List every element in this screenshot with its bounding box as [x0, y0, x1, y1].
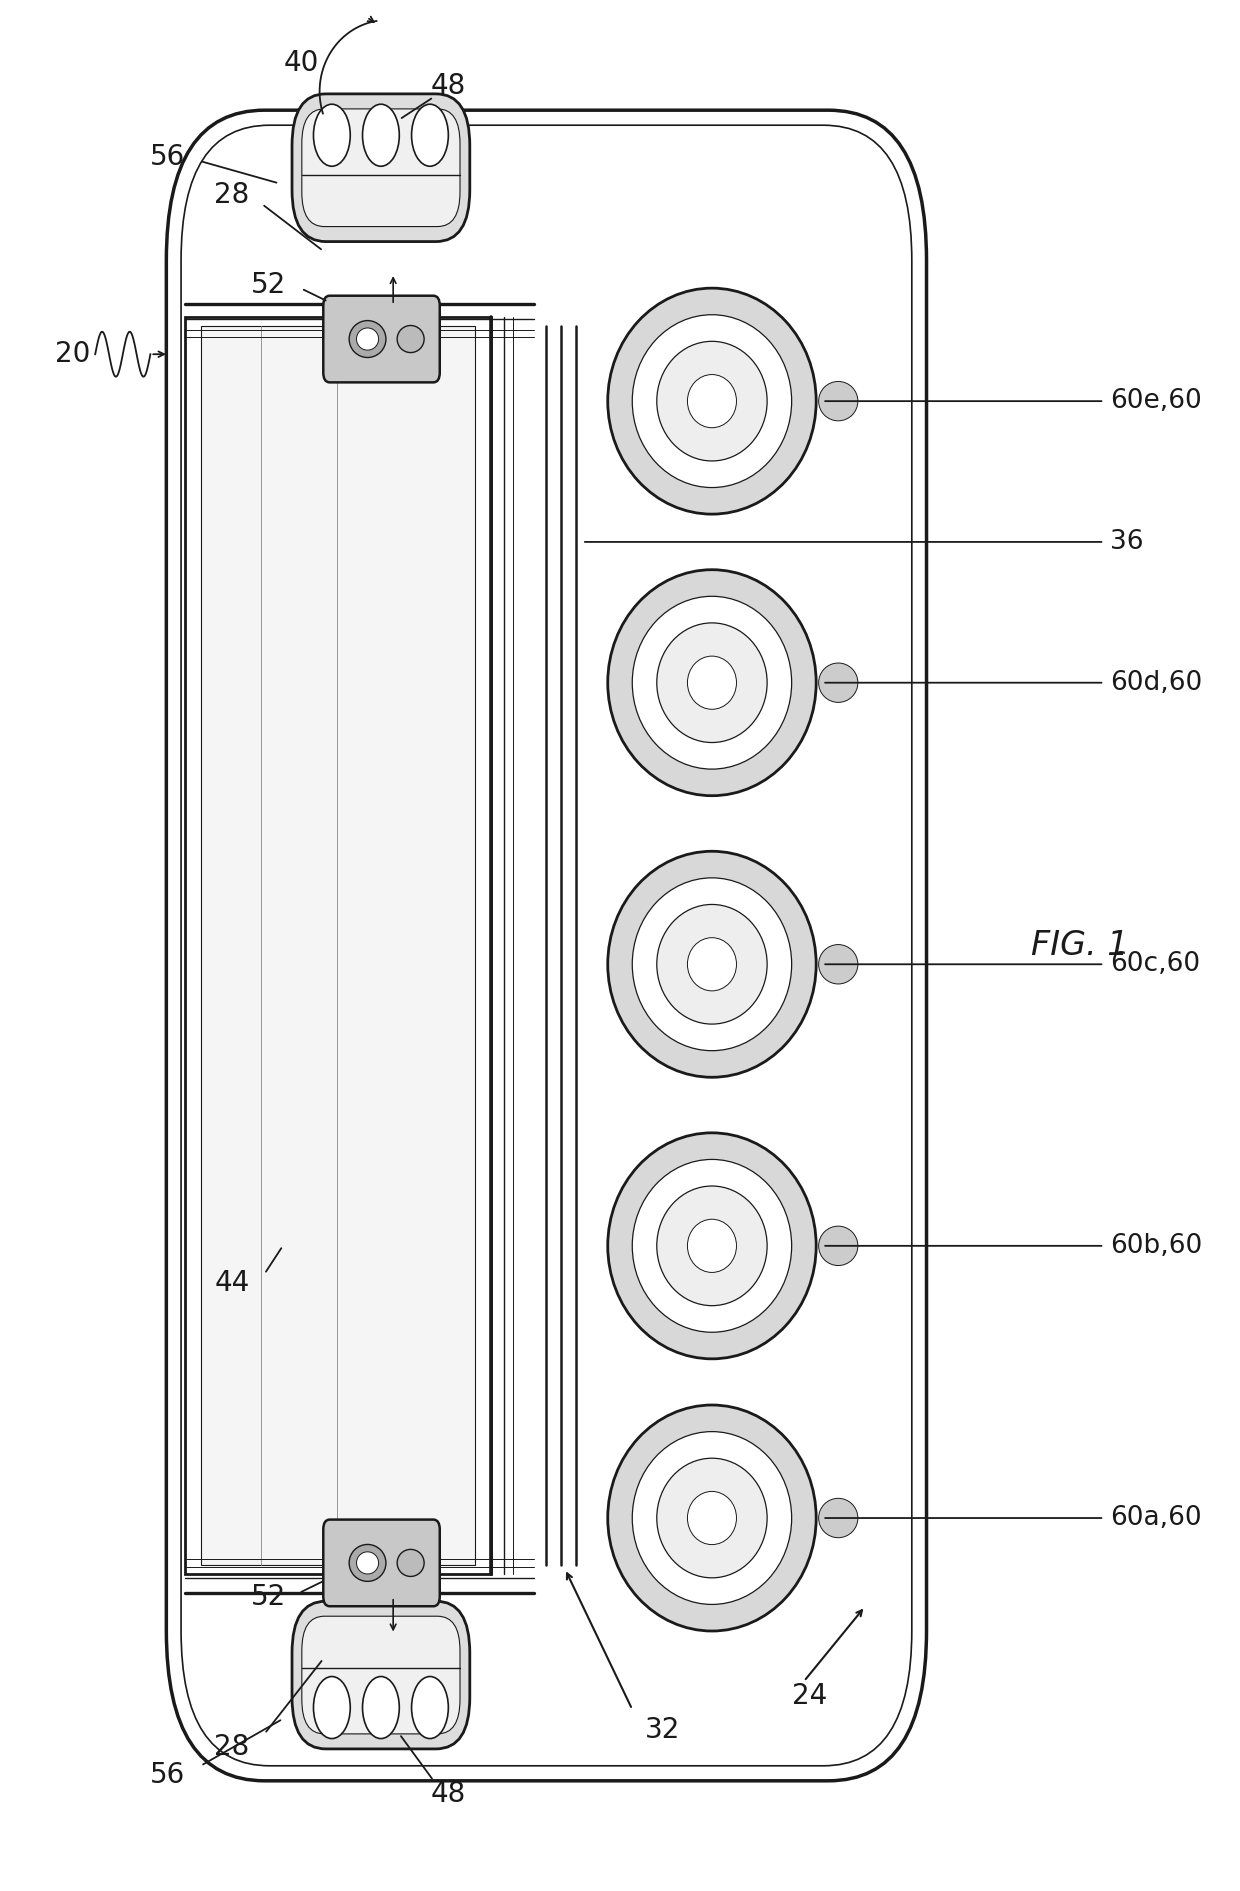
Ellipse shape [687, 1220, 737, 1273]
Text: 32: 32 [645, 1717, 680, 1744]
Bar [201, 325, 475, 1566]
FancyBboxPatch shape [166, 110, 926, 1781]
Text: 60c,60: 60c,60 [1111, 951, 1200, 978]
Ellipse shape [632, 877, 791, 1051]
Ellipse shape [687, 938, 737, 991]
Ellipse shape [818, 946, 858, 983]
Ellipse shape [608, 1405, 816, 1632]
Ellipse shape [350, 1545, 386, 1581]
Text: 60d,60: 60d,60 [1111, 669, 1203, 696]
Text: 48: 48 [430, 1779, 466, 1808]
Text: 44: 44 [215, 1269, 249, 1297]
Text: 60e,60: 60e,60 [1111, 388, 1203, 414]
Ellipse shape [397, 325, 424, 352]
Text: 40: 40 [284, 49, 319, 78]
FancyBboxPatch shape [324, 295, 440, 382]
Ellipse shape [608, 1133, 816, 1360]
Ellipse shape [314, 1677, 350, 1738]
Text: 24: 24 [791, 1683, 827, 1709]
Ellipse shape [357, 1553, 378, 1573]
Ellipse shape [632, 1159, 791, 1333]
Text: 60a,60: 60a,60 [1111, 1505, 1202, 1532]
Text: 52: 52 [252, 1583, 286, 1611]
Ellipse shape [362, 1677, 399, 1738]
Ellipse shape [632, 1431, 791, 1604]
Text: 20: 20 [55, 340, 91, 369]
Text: 48: 48 [430, 72, 466, 100]
Bar [185, 316, 491, 1575]
FancyBboxPatch shape [301, 1617, 460, 1734]
Ellipse shape [632, 314, 791, 488]
Ellipse shape [632, 596, 791, 770]
Ellipse shape [687, 656, 737, 709]
Text: 36: 36 [1111, 529, 1145, 554]
Ellipse shape [412, 1677, 449, 1738]
Ellipse shape [657, 1186, 768, 1305]
FancyBboxPatch shape [324, 1520, 440, 1605]
Text: 28: 28 [215, 1732, 249, 1761]
FancyBboxPatch shape [291, 1602, 470, 1749]
Text: 60b,60: 60b,60 [1111, 1233, 1203, 1259]
FancyBboxPatch shape [291, 95, 470, 242]
Ellipse shape [608, 287, 816, 514]
Ellipse shape [818, 1225, 858, 1265]
Ellipse shape [608, 569, 816, 796]
Text: 56: 56 [150, 144, 185, 170]
Ellipse shape [412, 104, 449, 166]
Ellipse shape [657, 1458, 768, 1577]
Ellipse shape [608, 851, 816, 1078]
Ellipse shape [362, 104, 399, 166]
Ellipse shape [687, 374, 737, 427]
Ellipse shape [818, 664, 858, 702]
Text: 28: 28 [215, 182, 249, 208]
FancyBboxPatch shape [301, 110, 460, 227]
Text: 56: 56 [150, 1761, 185, 1789]
Ellipse shape [818, 382, 858, 422]
Ellipse shape [657, 622, 768, 743]
Ellipse shape [350, 321, 386, 357]
Text: 52: 52 [252, 270, 286, 299]
Ellipse shape [687, 1492, 737, 1545]
Ellipse shape [818, 1498, 858, 1537]
Ellipse shape [397, 1549, 424, 1577]
Ellipse shape [357, 327, 378, 350]
Ellipse shape [657, 340, 768, 461]
Ellipse shape [314, 104, 350, 166]
Ellipse shape [657, 904, 768, 1025]
Text: FIG. 1: FIG. 1 [1030, 928, 1128, 963]
